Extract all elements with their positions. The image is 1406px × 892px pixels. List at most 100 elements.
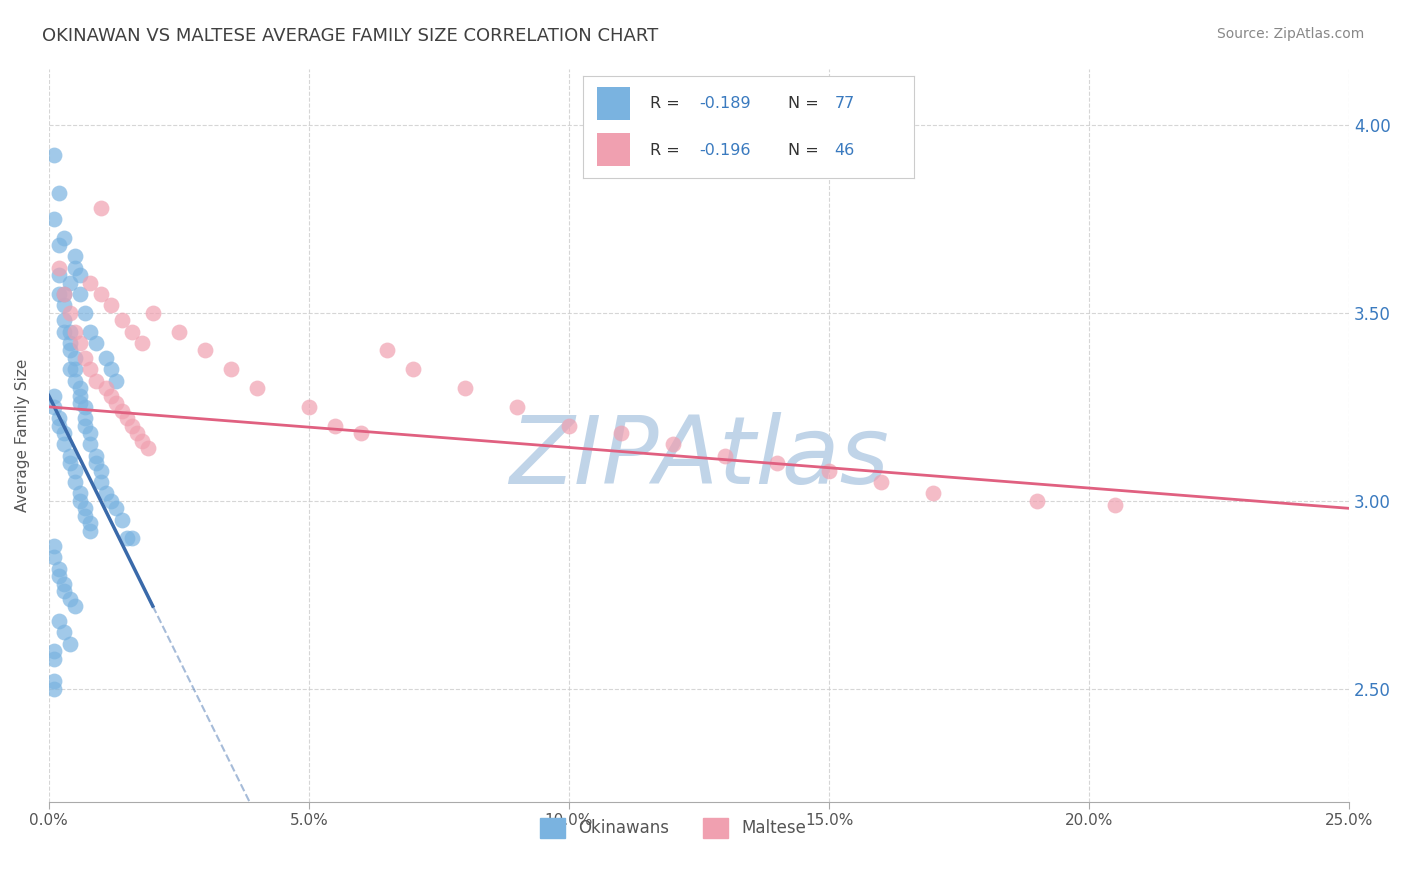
Text: 46: 46: [835, 144, 855, 158]
Point: [42, 681, 65, 696]
Text: ZIPAtlas: ZIPAtlas: [509, 411, 889, 502]
Point: [48, 614, 70, 628]
Point: [48, 238, 70, 252]
Point: [58, 276, 80, 290]
Point: [121, 325, 143, 339]
Text: R =: R =: [650, 96, 685, 111]
Point: [58, 591, 80, 606]
Point: [79, 524, 101, 538]
Point: [94, 486, 117, 500]
Point: [42, 550, 65, 565]
Point: [48, 569, 70, 583]
Point: [115, 411, 138, 425]
Text: OKINAWAN VS MALTESE AVERAGE FAMILY SIZE CORRELATION CHART: OKINAWAN VS MALTESE AVERAGE FAMILY SIZE …: [42, 27, 658, 45]
Point: [53, 287, 76, 301]
Point: [167, 325, 190, 339]
Point: [79, 362, 101, 376]
Point: [69, 381, 91, 395]
Point: [53, 426, 76, 441]
Point: [53, 313, 76, 327]
Text: -0.196: -0.196: [699, 144, 751, 158]
Point: [58, 362, 80, 376]
Point: [558, 418, 581, 433]
Point: [121, 418, 143, 433]
Point: [246, 381, 269, 395]
Point: [90, 201, 112, 215]
Point: [63, 260, 86, 275]
Point: [63, 374, 86, 388]
Point: [53, 298, 76, 312]
Point: [79, 276, 101, 290]
Point: [48, 268, 70, 283]
Text: Source: ZipAtlas.com: Source: ZipAtlas.com: [1216, 27, 1364, 41]
Point: [100, 388, 122, 402]
Point: [69, 268, 91, 283]
Point: [48, 186, 70, 200]
Point: [69, 388, 91, 402]
Point: [53, 584, 76, 599]
Point: [69, 396, 91, 410]
Point: [42, 211, 65, 226]
Text: R =: R =: [650, 144, 685, 158]
Text: -0.189: -0.189: [699, 96, 751, 111]
Point: [63, 362, 86, 376]
Point: [105, 374, 128, 388]
Point: [90, 287, 112, 301]
Point: [121, 532, 143, 546]
Point: [48, 287, 70, 301]
Point: [53, 287, 76, 301]
Point: [79, 516, 101, 531]
Point: [84, 335, 107, 350]
Text: N =: N =: [789, 96, 824, 111]
Point: [69, 335, 91, 350]
Point: [58, 637, 80, 651]
Point: [142, 306, 165, 320]
Point: [90, 475, 112, 489]
Point: [454, 381, 477, 395]
Point: [53, 230, 76, 244]
Point: [58, 343, 80, 358]
Point: [84, 456, 107, 470]
Point: [115, 532, 138, 546]
Point: [53, 325, 76, 339]
Point: [714, 449, 737, 463]
Point: [818, 464, 841, 478]
Point: [75, 508, 97, 523]
Point: [75, 411, 97, 425]
Point: [53, 437, 76, 451]
Point: [350, 426, 373, 441]
Point: [105, 501, 128, 516]
Point: [48, 561, 70, 575]
Point: [42, 400, 65, 414]
Point: [42, 644, 65, 658]
Point: [48, 418, 70, 433]
Point: [610, 426, 633, 441]
Point: [110, 313, 132, 327]
Point: [63, 464, 86, 478]
Point: [375, 343, 398, 358]
Point: [84, 449, 107, 463]
Point: [90, 464, 112, 478]
Legend: Okinawans, Maltese: Okinawans, Maltese: [533, 811, 813, 845]
Point: [100, 362, 122, 376]
Point: [1026, 493, 1049, 508]
Point: [219, 362, 242, 376]
Point: [58, 449, 80, 463]
Point: [58, 456, 80, 470]
Point: [110, 403, 132, 417]
Point: [506, 400, 529, 414]
Point: [79, 426, 101, 441]
Point: [63, 250, 86, 264]
Point: [298, 400, 321, 414]
Point: [63, 325, 86, 339]
Text: N =: N =: [789, 144, 824, 158]
Point: [53, 576, 76, 591]
Point: [69, 486, 91, 500]
Point: [402, 362, 425, 376]
Point: [53, 625, 76, 640]
Point: [58, 306, 80, 320]
Text: 77: 77: [835, 96, 855, 111]
Point: [42, 388, 65, 402]
Point: [69, 287, 91, 301]
Point: [105, 396, 128, 410]
